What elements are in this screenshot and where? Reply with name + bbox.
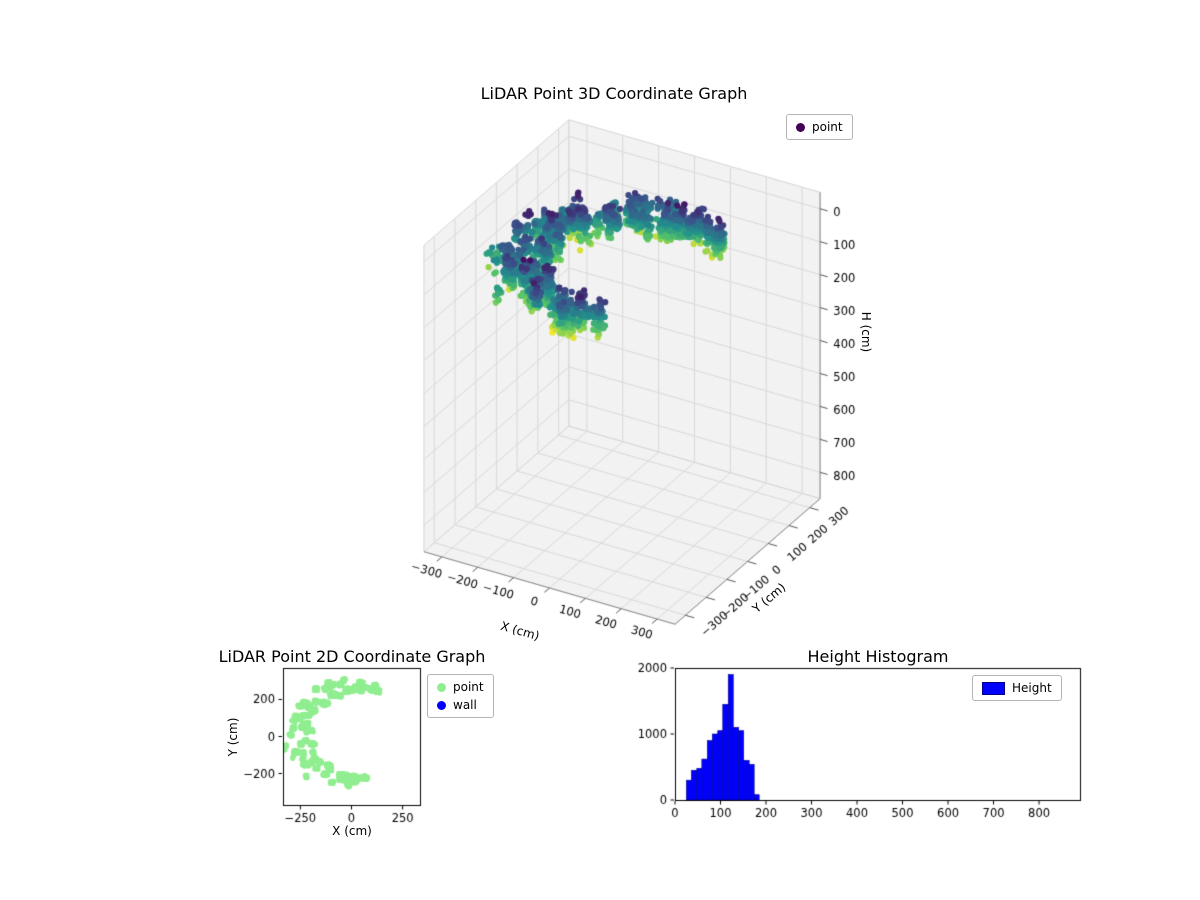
point-marker-icon xyxy=(437,682,446,692)
height-patch-icon xyxy=(982,681,1005,695)
legend-label: wall xyxy=(453,698,477,712)
legend-label: point xyxy=(812,120,843,134)
legend-label: point xyxy=(453,680,484,694)
plot2d-legend: point wall xyxy=(427,674,494,718)
wall-marker-icon xyxy=(437,700,446,710)
plot3d-zaxis-label: H (cm) xyxy=(859,311,873,353)
plot3d-legend: point xyxy=(786,114,853,140)
histogram-legend: Height xyxy=(972,675,1062,701)
legend-entry-point: point xyxy=(437,680,484,694)
legend-label: Height xyxy=(1012,681,1052,695)
plot2d-yaxis-label: Y (cm) xyxy=(226,717,240,757)
legend-entry-point: point xyxy=(796,120,843,134)
legend-entry-height: Height xyxy=(982,681,1052,695)
plot3d-title: LiDAR Point 3D Coordinate Graph xyxy=(480,84,748,103)
point-marker-icon xyxy=(796,122,805,132)
histogram-title: Height Histogram xyxy=(807,647,949,666)
plot2d-title: LiDAR Point 2D Coordinate Graph xyxy=(218,647,486,666)
legend-entry-wall: wall xyxy=(437,698,484,712)
plot2d-xaxis-label: X (cm) xyxy=(332,824,372,838)
